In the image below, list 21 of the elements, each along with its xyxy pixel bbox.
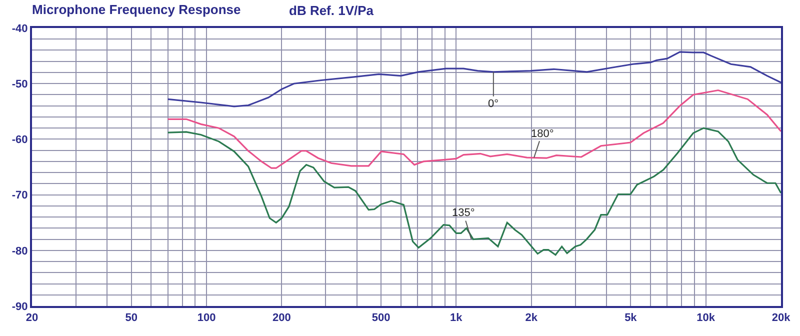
x-tick-label: 5k bbox=[624, 312, 638, 324]
annotation: 135° bbox=[452, 207, 475, 219]
y-axis-title: dB Ref. 1V/Pa bbox=[289, 3, 374, 18]
x-tick-label: 20 bbox=[26, 312, 38, 324]
x-tick-label: 500 bbox=[372, 312, 390, 324]
chart-title: Microphone Frequency Response bbox=[32, 2, 241, 18]
annotation: 180° bbox=[531, 128, 554, 140]
x-tick-label: 10k bbox=[696, 312, 716, 324]
y-tick-label: -70 bbox=[12, 190, 28, 202]
y-tick-label: -90 bbox=[12, 300, 28, 313]
x-tick-label: 20k bbox=[772, 312, 792, 324]
y-tick-label: -40 bbox=[12, 22, 28, 35]
x-tick-label: 200 bbox=[272, 312, 291, 324]
y-tick-label: -50 bbox=[12, 78, 28, 90]
y-tick-label: -80 bbox=[12, 245, 28, 258]
x-tick-label: 2k bbox=[525, 312, 538, 324]
x-tick-label: 50 bbox=[125, 312, 138, 324]
annotation: 0° bbox=[488, 98, 499, 110]
y-tick-label: -60 bbox=[12, 134, 28, 146]
x-tick-label: 100 bbox=[197, 312, 216, 324]
x-tick-label: 1k bbox=[450, 312, 464, 324]
